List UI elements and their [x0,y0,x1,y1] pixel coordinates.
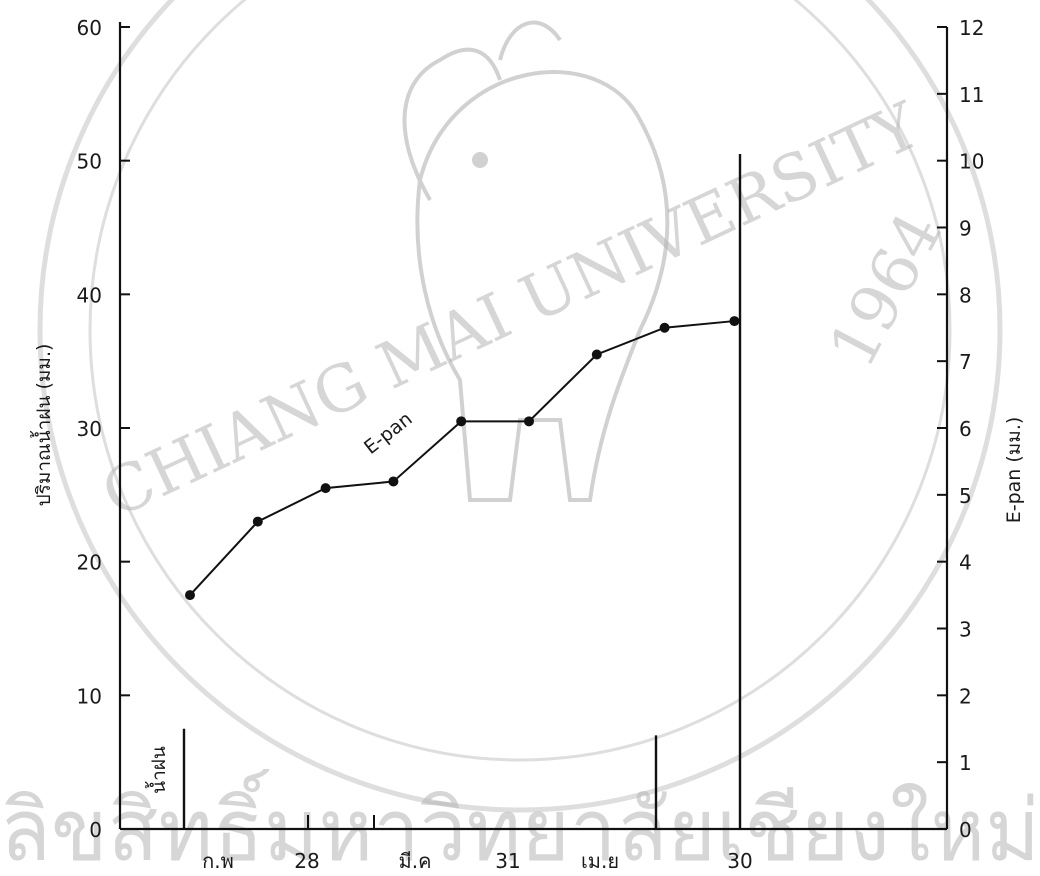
left-tick-label: 60 [77,16,102,40]
right-tick-label: 3 [959,618,972,642]
epan-point [524,416,534,427]
x-tick-label: ก.พ [202,849,234,873]
right-tick-label: 8 [959,283,972,307]
left-axis-title: ปริมาณน้ำฝน (มม.) [30,344,55,507]
left-axis-ticks: 0 10 20 30 40 50 60 [77,16,130,842]
rainfall-series-label: น้ำฝน [145,746,170,794]
right-tick-label: 5 [959,484,972,508]
x-axis-ticks: ก.พ 28 มี.ค 31 เม.ย 30 [202,815,753,873]
epan-point [388,476,399,487]
right-tick-label: 10 [959,150,984,174]
epan-series [185,316,740,601]
x-tick-label: มี.ค [399,849,432,873]
epan-point [320,483,331,494]
x-tick-label: 28 [294,849,319,873]
watermark-year-text: 1964 [816,201,958,380]
right-axis-title: E-pan (มม.) [1003,417,1025,524]
watermark-university-text: CHIANG MAI UNIVERSITY [91,89,931,533]
x-tick-label: 31 [495,849,520,873]
left-tick-label: 20 [77,551,102,575]
left-tick-label: 30 [77,417,102,441]
epan-point [185,590,195,601]
epan-point [252,516,263,527]
right-tick-label: 12 [959,16,984,40]
left-tick-label: 0 [89,818,102,842]
x-tick-label: เม.ย [581,849,619,873]
elephant-icon [402,20,670,502]
right-tick-label: 0 [959,818,972,842]
x-tick-label: 30 [727,849,752,873]
left-tick-label: 10 [77,684,102,708]
right-tick-label: 9 [959,217,972,241]
epan-point [659,322,670,333]
right-tick-label: 4 [959,551,972,575]
left-tick-label: 40 [77,283,102,307]
rainfall-bars [182,153,742,829]
left-tick-label: 50 [77,150,102,174]
right-tick-label: 11 [959,83,984,107]
right-tick-label: 2 [959,684,972,708]
epan-point [456,416,467,427]
epan-point [729,316,740,327]
watermark-bottom-text: ลิขสิทธิ์มหาวิทยาลัยเชียงใหม่ [0,769,1040,876]
right-tick-label: 7 [959,350,972,374]
epan-point [591,349,602,360]
right-tick-label: 1 [959,751,972,775]
right-tick-label: 6 [959,417,972,441]
